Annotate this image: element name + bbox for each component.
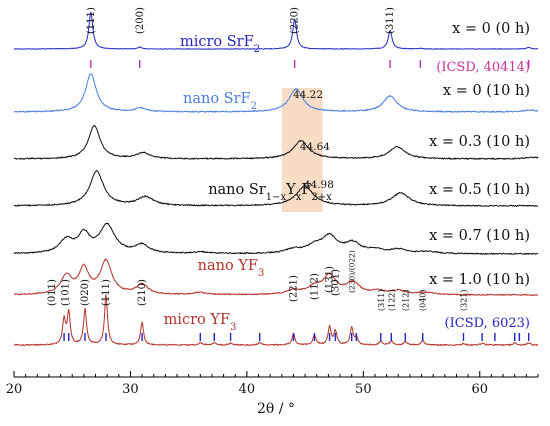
miller-index-label: (311) (377, 289, 386, 311)
miller-index-label: (112) (309, 273, 320, 300)
miller-index-label: (111) (101, 279, 112, 306)
x-tick-label: 30 (122, 382, 139, 397)
series-name-nano-yf3: nano YF3 (198, 258, 265, 279)
series-name-micro-yf3: micro YF3 (164, 312, 237, 333)
miller-index-label: (101) (61, 279, 72, 306)
x-axis-title: 2θ / ° (257, 401, 295, 417)
miller-index-label: (311) (385, 7, 396, 34)
miller-index-label: (122) (387, 289, 396, 311)
pattern-x-0-3-10-h (13, 124, 539, 160)
pattern-micro-yf3 (13, 294, 539, 346)
series-name-micro-srf2: micro SrF2 (180, 34, 260, 55)
x-tick-label: 60 (472, 382, 489, 397)
pattern-nano-sr1-xyxf2-x (13, 169, 539, 207)
series-condition-label: x = 0 (10 h) (443, 83, 530, 99)
series-condition-label: x = 0.7 (10 h) (429, 228, 530, 244)
peak-position-annotation: 44.98 (304, 179, 334, 191)
series-condition-label: x = 0.5 (10 h) (429, 182, 530, 198)
series-condition-label: x = 0 (0 h) (452, 21, 530, 37)
miller-index-label: (011) (47, 279, 58, 306)
miller-index-label: (212) (401, 289, 410, 311)
miller-index-label: (221) (288, 275, 299, 302)
peak-position-annotation: 44.22 (293, 89, 323, 101)
miller-index-label: (020) (80, 279, 91, 306)
series-condition-label: x = 1.0 (10 h) (429, 272, 530, 288)
miller-index-label: (111) (86, 7, 97, 34)
pattern-nano-srf2 (13, 73, 539, 113)
x-tick-label: 20 (6, 382, 23, 397)
reference-label: (ICSD, 40414) (436, 60, 530, 75)
series-name-nano-sr1-xyxf2-x: nano Sr1−xYxF2+x (208, 182, 332, 203)
series-condition-label: x = 0.3 (10 h) (429, 134, 530, 150)
miller-index-label: (321) (459, 289, 468, 311)
miller-index-label: (040) (419, 289, 428, 311)
peak-position-annotation: 44.64 (300, 141, 330, 153)
series-name-nano-srf2: nano SrF2 (183, 91, 257, 112)
miller-index-label: (200) (135, 7, 146, 34)
miller-index-label: (230)/(022) (348, 250, 357, 293)
pattern-nano-yf3 (13, 258, 539, 296)
pattern-x-0-7-10-h (13, 222, 539, 255)
miller-index-label: (131) (325, 266, 336, 293)
reference-label: (ICSD, 6023) (445, 316, 530, 331)
pattern-micro-srf2 (13, 11, 539, 50)
miller-index-label: (210) (137, 279, 148, 306)
miller-index-label: (301) (330, 269, 341, 296)
miller-index-label: (220) (290, 7, 301, 34)
x-tick-label: 40 (239, 382, 256, 397)
x-tick-label: 50 (355, 382, 372, 397)
